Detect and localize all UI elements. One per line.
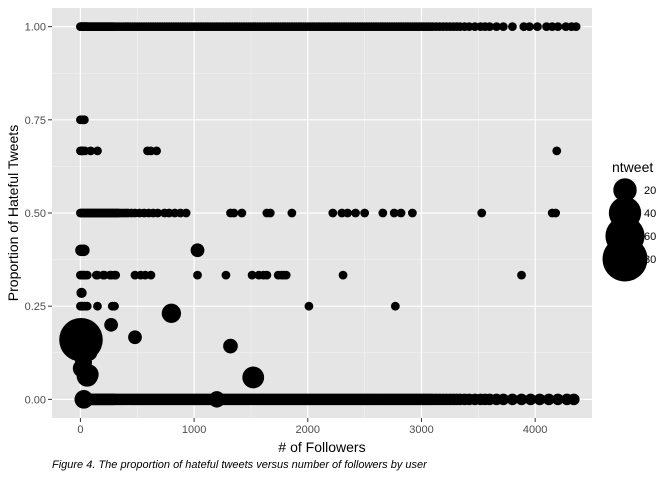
legend-label: 40 — [644, 208, 656, 220]
legend-label: 80 — [644, 254, 656, 266]
legend-label: 60 — [644, 231, 656, 243]
data-point — [86, 146, 96, 156]
data-point — [76, 287, 87, 299]
data-point — [128, 330, 142, 345]
axes: # of Followers Proportion of Hateful Twe… — [5, 22, 547, 455]
data-point — [553, 22, 563, 32]
data-point — [378, 208, 388, 218]
data-point — [153, 208, 163, 218]
data-points — [59, 22, 581, 409]
data-point — [571, 22, 581, 32]
data-point — [80, 115, 89, 125]
data-point — [351, 208, 360, 218]
data-point — [76, 365, 98, 387]
data-point — [396, 208, 406, 218]
data-point — [81, 344, 98, 361]
data-point — [498, 22, 508, 32]
data-point — [242, 366, 265, 389]
data-point — [111, 270, 121, 280]
y-tick-label: 1.00 — [25, 22, 46, 34]
data-point — [533, 22, 542, 32]
data-point — [190, 243, 205, 258]
data-point — [304, 301, 314, 311]
data-point — [93, 301, 102, 311]
data-point — [265, 208, 275, 218]
data-point — [221, 270, 231, 280]
legend-symbol — [602, 236, 648, 282]
data-point — [492, 22, 501, 32]
data-point — [506, 393, 519, 406]
y-axis-title: Proportion of Hateful Tweets — [5, 125, 21, 301]
data-point — [390, 301, 400, 311]
data-point — [110, 301, 119, 311]
data-point — [360, 208, 370, 218]
x-axis-title: # of Followers — [278, 439, 365, 455]
data-point — [477, 208, 487, 218]
x-tick-label: 0 — [77, 424, 83, 436]
data-point — [262, 270, 272, 280]
x-tick-label: 2000 — [296, 424, 320, 436]
data-point — [229, 208, 239, 218]
figure-caption: Figure 4. The proportion of hateful twee… — [52, 459, 427, 471]
data-point — [104, 317, 118, 332]
data-point — [338, 270, 348, 280]
data-point — [497, 393, 510, 406]
data-point — [223, 338, 238, 354]
y-tick-label: 0.00 — [25, 394, 46, 406]
data-point — [74, 390, 94, 409]
x-tick-label: 1000 — [182, 424, 206, 436]
data-point — [146, 270, 156, 280]
data-point — [161, 303, 182, 323]
legend-symbol — [613, 178, 637, 202]
legend-title: ntweet — [612, 159, 653, 175]
y-tick-label: 0.75 — [25, 115, 46, 127]
data-point — [82, 270, 92, 280]
data-point — [551, 208, 561, 218]
y-tick-label: 0.25 — [25, 301, 46, 313]
data-point — [524, 393, 537, 406]
data-point — [193, 270, 202, 280]
data-point — [533, 393, 546, 406]
data-point — [389, 208, 399, 218]
data-point — [93, 146, 102, 156]
data-point — [152, 146, 161, 156]
data-point — [237, 208, 247, 218]
data-point — [515, 393, 528, 406]
y-tick-label: 0.50 — [25, 208, 46, 220]
data-point — [543, 393, 555, 406]
data-point — [287, 208, 297, 218]
data-point — [552, 393, 564, 406]
data-point — [525, 22, 534, 32]
data-point — [552, 146, 562, 156]
x-tick-label: 4000 — [523, 424, 547, 436]
data-point — [181, 208, 191, 218]
data-point — [508, 22, 517, 32]
data-point — [485, 22, 495, 32]
data-point — [78, 244, 90, 257]
data-point — [328, 208, 338, 218]
data-point — [281, 270, 291, 280]
legend: ntweet 20 40 60 80 — [602, 159, 656, 282]
data-point — [247, 270, 257, 280]
x-tick-label: 3000 — [409, 424, 433, 436]
data-point — [568, 393, 580, 406]
legend-label: 20 — [644, 185, 656, 197]
data-point — [208, 391, 226, 408]
data-point — [343, 208, 352, 218]
data-point — [517, 270, 526, 280]
data-point — [407, 208, 417, 218]
data-point — [82, 301, 92, 311]
